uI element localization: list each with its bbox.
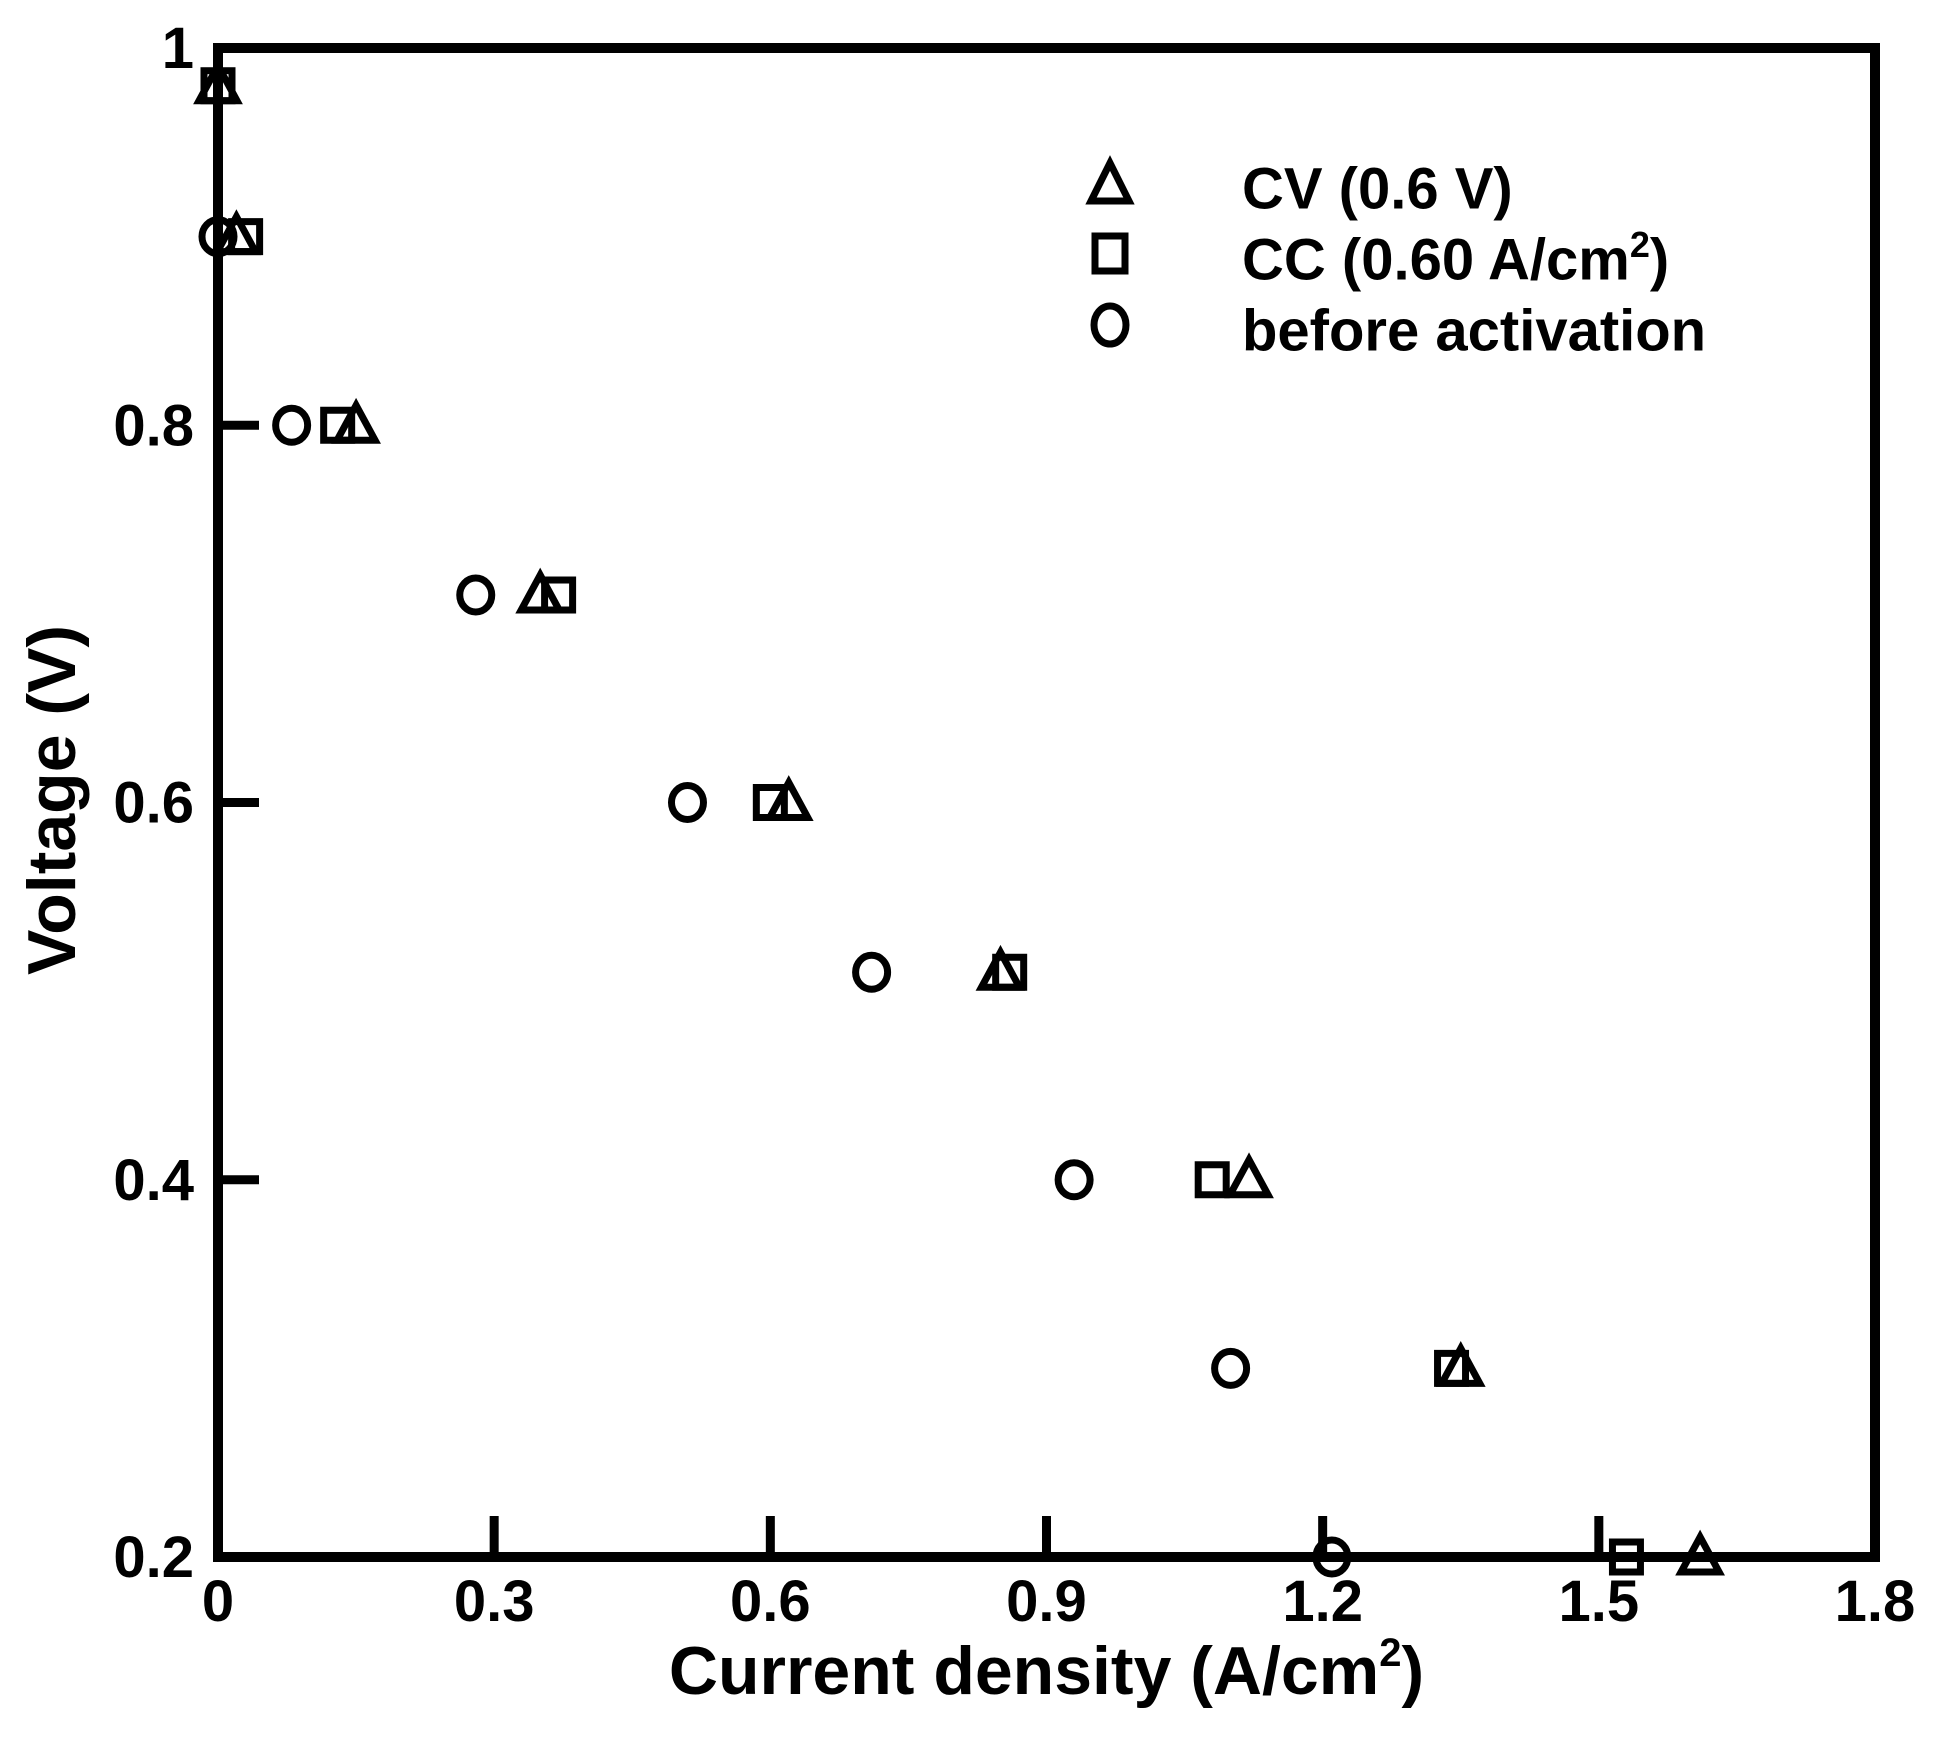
x-axis-title-close: ) <box>1401 1633 1425 1709</box>
y-tick-label: 0.2 <box>113 1525 194 1590</box>
legend: CV (0.6 V) CC (0.60 A/cm2) before activa… <box>1078 147 1707 364</box>
x-tick-label: 1.5 <box>1559 1569 1640 1634</box>
square-point <box>320 406 356 444</box>
circle-point <box>456 574 496 616</box>
y-tick-label: 1 <box>162 16 194 81</box>
legend-item-cc: CC (0.60 A/cm2) <box>1078 218 1706 293</box>
y-tick-label: 0.6 <box>113 771 194 836</box>
circle-point <box>1054 1159 1094 1201</box>
circle-marker-icon <box>1090 302 1130 347</box>
circle-point <box>852 951 892 993</box>
x-axis-title: Current density (A/cm2) <box>218 1631 1875 1710</box>
y-tick-label: 0.4 <box>113 1148 194 1213</box>
circle-point <box>1211 1347 1251 1389</box>
square-point <box>1194 1161 1230 1199</box>
x-tick-label: 1.8 <box>1835 1569 1916 1634</box>
series-triangle <box>193 58 1725 1576</box>
x-axis-title-text: Current density (A/cm <box>668 1633 1380 1709</box>
triangle-marker-icon <box>1085 154 1135 204</box>
square-point <box>1608 1538 1644 1576</box>
x-tick-label: 0.6 <box>730 1569 811 1634</box>
y-tick-label: 0.8 <box>113 393 194 458</box>
legend-label-cv: CV (0.6 V) <box>1242 156 1513 222</box>
square-point <box>752 784 788 821</box>
legend-item-before-activation: before activation <box>1078 289 1707 364</box>
circle-point <box>272 404 312 446</box>
square-point <box>1434 1349 1470 1387</box>
triangle-point <box>1224 1152 1274 1199</box>
x-tick-label: 0.9 <box>1006 1569 1087 1634</box>
triangle-point <box>331 397 381 444</box>
series-circle <box>198 216 1352 1578</box>
triangle-point <box>515 567 566 614</box>
circle-point <box>1312 1536 1352 1578</box>
legend-label-before-activation: before activation <box>1242 298 1707 364</box>
legend-label-cc: CC (0.60 A/cm2) <box>1242 223 1670 293</box>
legend-item-cv: CV (0.6 V) <box>1078 147 1706 222</box>
circle-point <box>198 216 238 258</box>
x-axis-title-superscript: 2 <box>1379 1631 1402 1676</box>
x-tick-label: 0 <box>202 1569 234 1634</box>
y-axis-title: Voltage (V) <box>14 624 90 976</box>
square-point <box>200 67 236 105</box>
square-point <box>992 953 1028 991</box>
circle-point <box>667 782 707 823</box>
square-point <box>541 576 577 614</box>
triangle-point <box>1675 1529 1725 1576</box>
triangle-point <box>763 775 814 821</box>
square-marker-icon <box>1091 232 1129 274</box>
plot-border <box>213 43 1880 1562</box>
x-tick-label: 1.2 <box>1282 1569 1363 1634</box>
x-tick-label: 0.3 <box>454 1569 535 1634</box>
